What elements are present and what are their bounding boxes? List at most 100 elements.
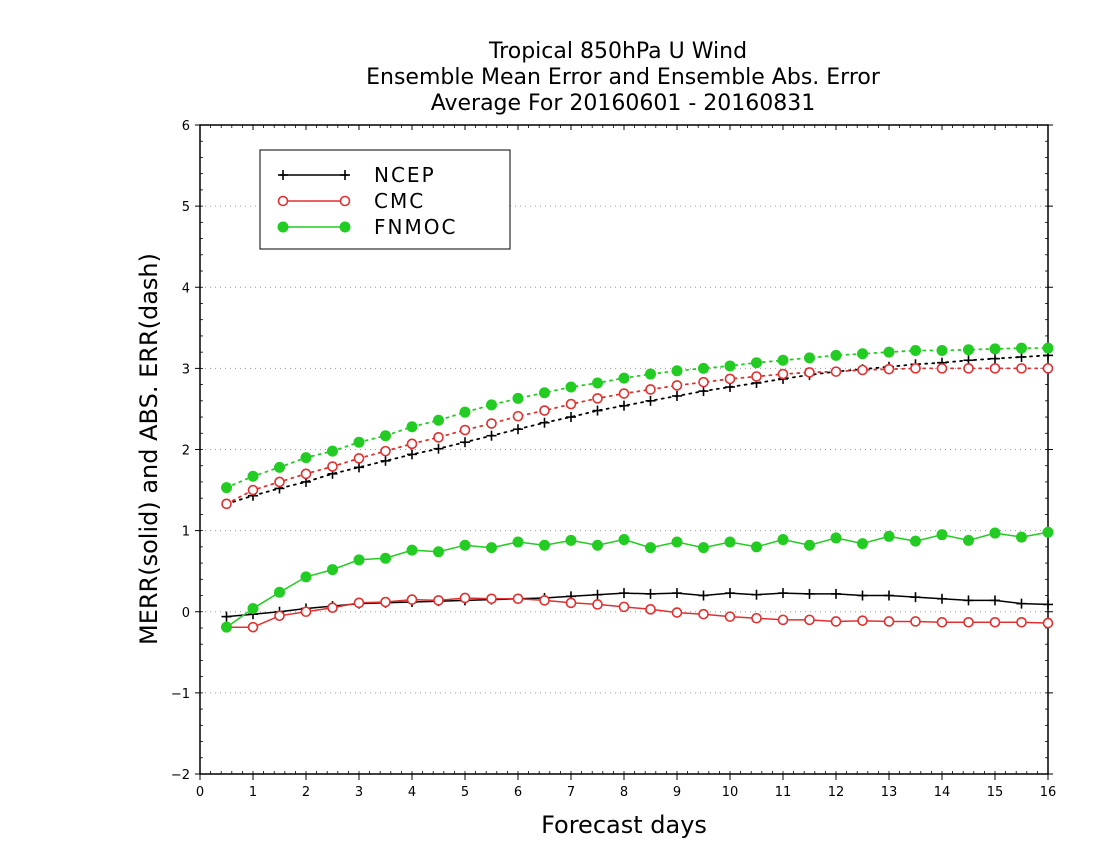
point-merr-cmc <box>671 607 683 618</box>
x-tick-label: 11 <box>775 785 792 800</box>
point-merr-cmc <box>963 616 974 628</box>
point-merr-fnmoc <box>459 539 471 551</box>
point-abs-err-fnmoc <box>327 445 338 457</box>
title-line-3: Average For 20160601 - 20160831 <box>431 91 816 116</box>
point-merr-cmc <box>539 595 550 606</box>
x-tick-label: 1 <box>249 785 257 800</box>
point-abs-err-fnmoc <box>512 392 524 404</box>
point-merr-fnmoc <box>539 539 550 551</box>
point-abs-err-cmc <box>830 366 842 377</box>
title-line-1: Tropical 850hPa U Wind <box>488 39 747 64</box>
y-axis: −2 −1 0 1 2 3 4 5 6 <box>171 119 1053 783</box>
x-tick-label: 3 <box>355 785 363 800</box>
point-merr-fnmoc <box>565 534 577 546</box>
point-abs-err-fnmoc <box>300 452 312 464</box>
point-abs-err-cmc <box>459 424 471 436</box>
point-merr-cmc <box>830 616 842 627</box>
point-abs-err-cmc <box>936 363 948 374</box>
point-merr-fnmoc <box>989 527 1001 539</box>
point-abs-err-fnmoc <box>963 344 974 356</box>
point-merr-cmc <box>804 614 815 626</box>
point-merr-cmc <box>857 615 868 626</box>
legend-marker-fnmoc <box>277 221 289 233</box>
point-abs-err-cmc <box>751 371 762 382</box>
y-tick-label: −1 <box>171 687 190 702</box>
point-abs-err-cmc <box>327 461 338 472</box>
x-tick-label: 6 <box>514 785 522 800</box>
point-abs-err-fnmoc <box>247 470 259 482</box>
point-abs-err-cmc <box>1016 363 1027 374</box>
series-lines <box>221 342 1054 633</box>
y-tick-label: 4 <box>182 281 190 296</box>
point-merr-cmc <box>459 592 471 604</box>
point-merr-cmc <box>592 599 603 610</box>
point-abs-err-cmc <box>1042 363 1054 374</box>
point-merr-fnmoc <box>936 529 948 541</box>
point-abs-err-cmc <box>406 438 418 450</box>
point-merr-fnmoc <box>883 530 895 542</box>
point-merr-cmc <box>247 621 259 633</box>
legend-marker-cmc <box>339 195 351 207</box>
point-merr-fnmoc <box>327 564 338 576</box>
point-abs-err-cmc <box>777 368 789 380</box>
point-merr-fnmoc <box>486 542 497 554</box>
point-abs-err-fnmoc <box>777 354 789 366</box>
point-merr-cmc <box>1016 616 1027 628</box>
point-merr-fnmoc <box>380 552 391 564</box>
x-tick-label: 12 <box>828 785 845 800</box>
point-merr-fnmoc <box>777 534 789 546</box>
point-abs-err-fnmoc <box>724 360 736 372</box>
x-tick-label: 9 <box>673 785 681 800</box>
point-merr-fnmoc <box>433 546 444 558</box>
point-merr-cmc <box>327 602 338 613</box>
x-tick-label: 7 <box>567 785 575 800</box>
legend-label-cmc: CMC <box>374 189 425 213</box>
point-merr-fnmoc <box>804 539 815 551</box>
legend-box <box>259 149 511 250</box>
point-merr-fnmoc <box>1016 531 1027 543</box>
point-abs-err-fnmoc <box>433 414 444 426</box>
legend-label-fnmoc: FNMOC <box>374 215 457 239</box>
y-tick-label: 1 <box>182 525 190 540</box>
point-merr-fnmoc <box>1042 526 1054 538</box>
point-abs-err-cmc <box>618 388 630 399</box>
x-tick-label: 4 <box>408 785 416 800</box>
point-merr-cmc <box>883 616 895 627</box>
point-merr-cmc <box>380 596 391 608</box>
point-merr-fnmoc <box>751 541 762 553</box>
point-merr-cmc <box>1042 617 1054 629</box>
legend-label-ncep: NCEP <box>374 163 436 187</box>
point-merr-fnmoc <box>300 571 312 583</box>
point-abs-err-fnmoc <box>698 362 709 374</box>
x-tick-label: 16 <box>1040 785 1057 800</box>
point-merr-cmc <box>274 610 285 622</box>
point-abs-err-fnmoc <box>671 365 683 377</box>
point-abs-err-fnmoc <box>857 348 868 360</box>
point-merr-cmc <box>565 597 577 609</box>
point-abs-err-cmc <box>804 367 815 378</box>
y-tick-label: 0 <box>182 606 190 621</box>
point-merr-fnmoc <box>830 532 842 544</box>
point-abs-err-fnmoc <box>1042 342 1054 354</box>
point-abs-err-fnmoc <box>459 406 471 418</box>
point-abs-err-cmc <box>539 405 550 416</box>
point-abs-err-cmc <box>698 376 709 388</box>
legend-marker-cmc <box>277 195 289 207</box>
point-abs-err-cmc <box>512 410 524 422</box>
point-merr-cmc <box>406 594 418 605</box>
x-tick-label: 15 <box>987 785 1004 800</box>
point-merr-cmc <box>353 597 365 609</box>
point-abs-err-cmc <box>883 363 895 375</box>
chart-title: Tropical 850hPa U Wind Ensemble Mean Err… <box>366 39 881 116</box>
point-abs-err-cmc <box>380 445 391 457</box>
point-merr-cmc <box>512 593 524 605</box>
point-merr-fnmoc <box>698 542 709 554</box>
point-merr-fnmoc <box>221 621 232 633</box>
point-abs-err-cmc <box>592 393 603 404</box>
point-abs-err-cmc <box>300 468 312 480</box>
point-abs-err-cmc <box>353 453 365 464</box>
point-abs-err-fnmoc <box>353 436 365 448</box>
point-merr-cmc <box>989 616 1001 628</box>
point-abs-err-fnmoc <box>221 482 232 494</box>
point-merr-cmc <box>645 604 656 615</box>
